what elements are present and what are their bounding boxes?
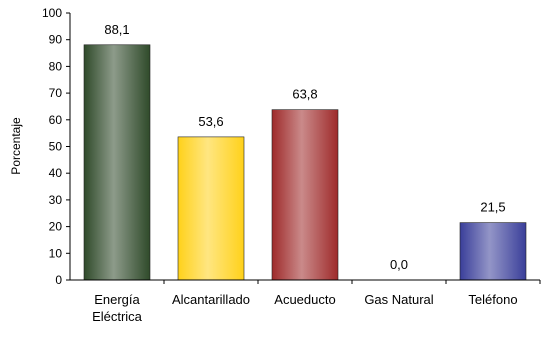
bar	[459, 222, 527, 281]
x-axis: Energía Eléctrica Alcantarillado Acueducto G…	[92, 280, 541, 324]
data-label: 21,5	[480, 200, 505, 215]
data-label: 63,8	[292, 87, 317, 102]
y-tick-label: 80	[49, 59, 63, 73]
y-tick-label: 50	[49, 140, 63, 154]
y-tick-label: 100	[42, 6, 62, 20]
bars-group	[83, 44, 527, 281]
y-tick-label: 90	[49, 33, 63, 47]
x-category-label: Teléfono	[468, 292, 517, 307]
y-tick-label: 20	[49, 220, 63, 234]
bar	[83, 44, 151, 281]
x-category-label: Energía	[94, 292, 140, 307]
y-axis-label: Porcentaje	[9, 117, 23, 175]
y-axis: 0 10 20 30 40 50 60 70 80 90 100	[42, 6, 70, 287]
data-label: 0,0	[390, 257, 408, 272]
bar	[177, 136, 245, 281]
x-category-label: Eléctrica	[92, 309, 143, 324]
y-tick-label: 60	[49, 113, 63, 127]
x-category-label: Alcantarillado	[172, 292, 250, 307]
data-label: 88,1	[104, 22, 129, 37]
data-label: 53,6	[198, 114, 223, 129]
y-tick-label: 0	[55, 273, 62, 287]
y-tick-label: 40	[49, 166, 63, 180]
data-labels-group: 88,1 53,6 63,8 0,0 21,5	[104, 22, 505, 272]
y-tick-label: 30	[49, 193, 63, 207]
y-tick-label: 10	[49, 246, 63, 260]
x-category-label: Acueducto	[274, 292, 335, 307]
y-tick-label: 70	[49, 86, 63, 100]
x-category-label: Gas Natural	[364, 292, 433, 307]
bar	[271, 109, 339, 281]
